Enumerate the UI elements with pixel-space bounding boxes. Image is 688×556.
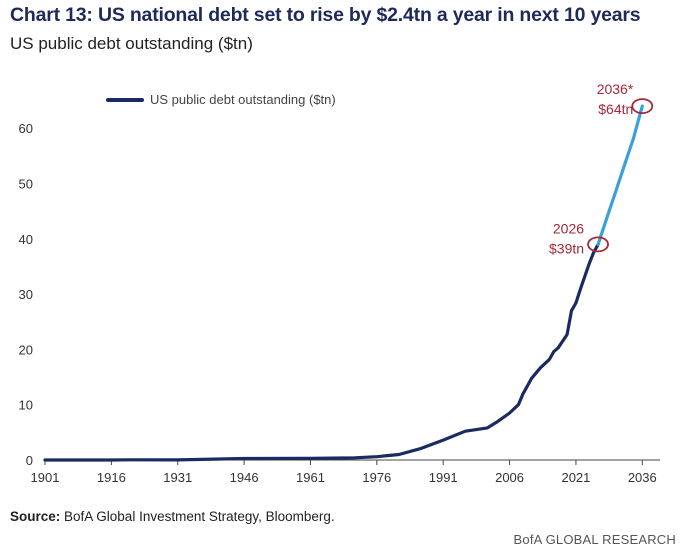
annotation-year: 2036* [597,81,634,97]
x-tick-label: 2021 [561,470,590,485]
source-note: Source: BofA Global Investment Strategy,… [10,509,335,524]
chart-series [43,104,644,462]
y-tick-label: 30 [19,287,33,302]
y-tick-label: 20 [19,342,33,357]
source-text: BofA Global Investment Strategy, Bloombe… [60,509,335,524]
x-tick-label: 1961 [296,470,325,485]
series-line-projection [596,104,644,246]
chart-title: Chart 13: US national debt set to rise b… [10,4,641,26]
chart-annotations: 2026 $39tn 2036* $64tn [549,81,654,256]
source-label: Source: [10,509,61,524]
annotation-circle [587,236,609,253]
legend-label: US public debt outstanding ($tn) [150,92,336,107]
chart-subtitle: US public debt outstanding ($tn) [10,34,253,53]
y-tick-label: 0 [26,453,33,468]
annotation-value: $64tn [598,101,633,117]
y-tick-label: 40 [19,232,33,247]
x-tick-label: 2036 [628,470,657,485]
y-tick-label: 10 [19,398,33,413]
x-tick-label: 2006 [495,470,524,485]
annotation-year: 2026 [553,220,584,236]
annotation-circle [631,98,654,115]
x-tick-label: 1991 [429,470,458,485]
series-line-historical [43,242,600,462]
x-tick-label: 1901 [31,470,60,485]
annotation-value: $39tn [549,240,584,256]
chart-axes: 1901 1916 1931 1946 1961 1976 1991 2006 2021 2036… [19,121,660,485]
legend-swatch [106,97,144,102]
x-tick-label: 1946 [230,470,259,485]
x-tick-label: 1976 [362,470,391,485]
y-tick-label: 50 [19,177,33,192]
x-tick-label: 1931 [163,470,192,485]
y-tick-label: 60 [19,121,33,136]
x-tick-label: 1916 [97,470,126,485]
brand-footer: BofA GLOBAL RESEARCH [513,532,676,547]
chart-legend: US public debt outstanding ($tn) [106,92,336,107]
